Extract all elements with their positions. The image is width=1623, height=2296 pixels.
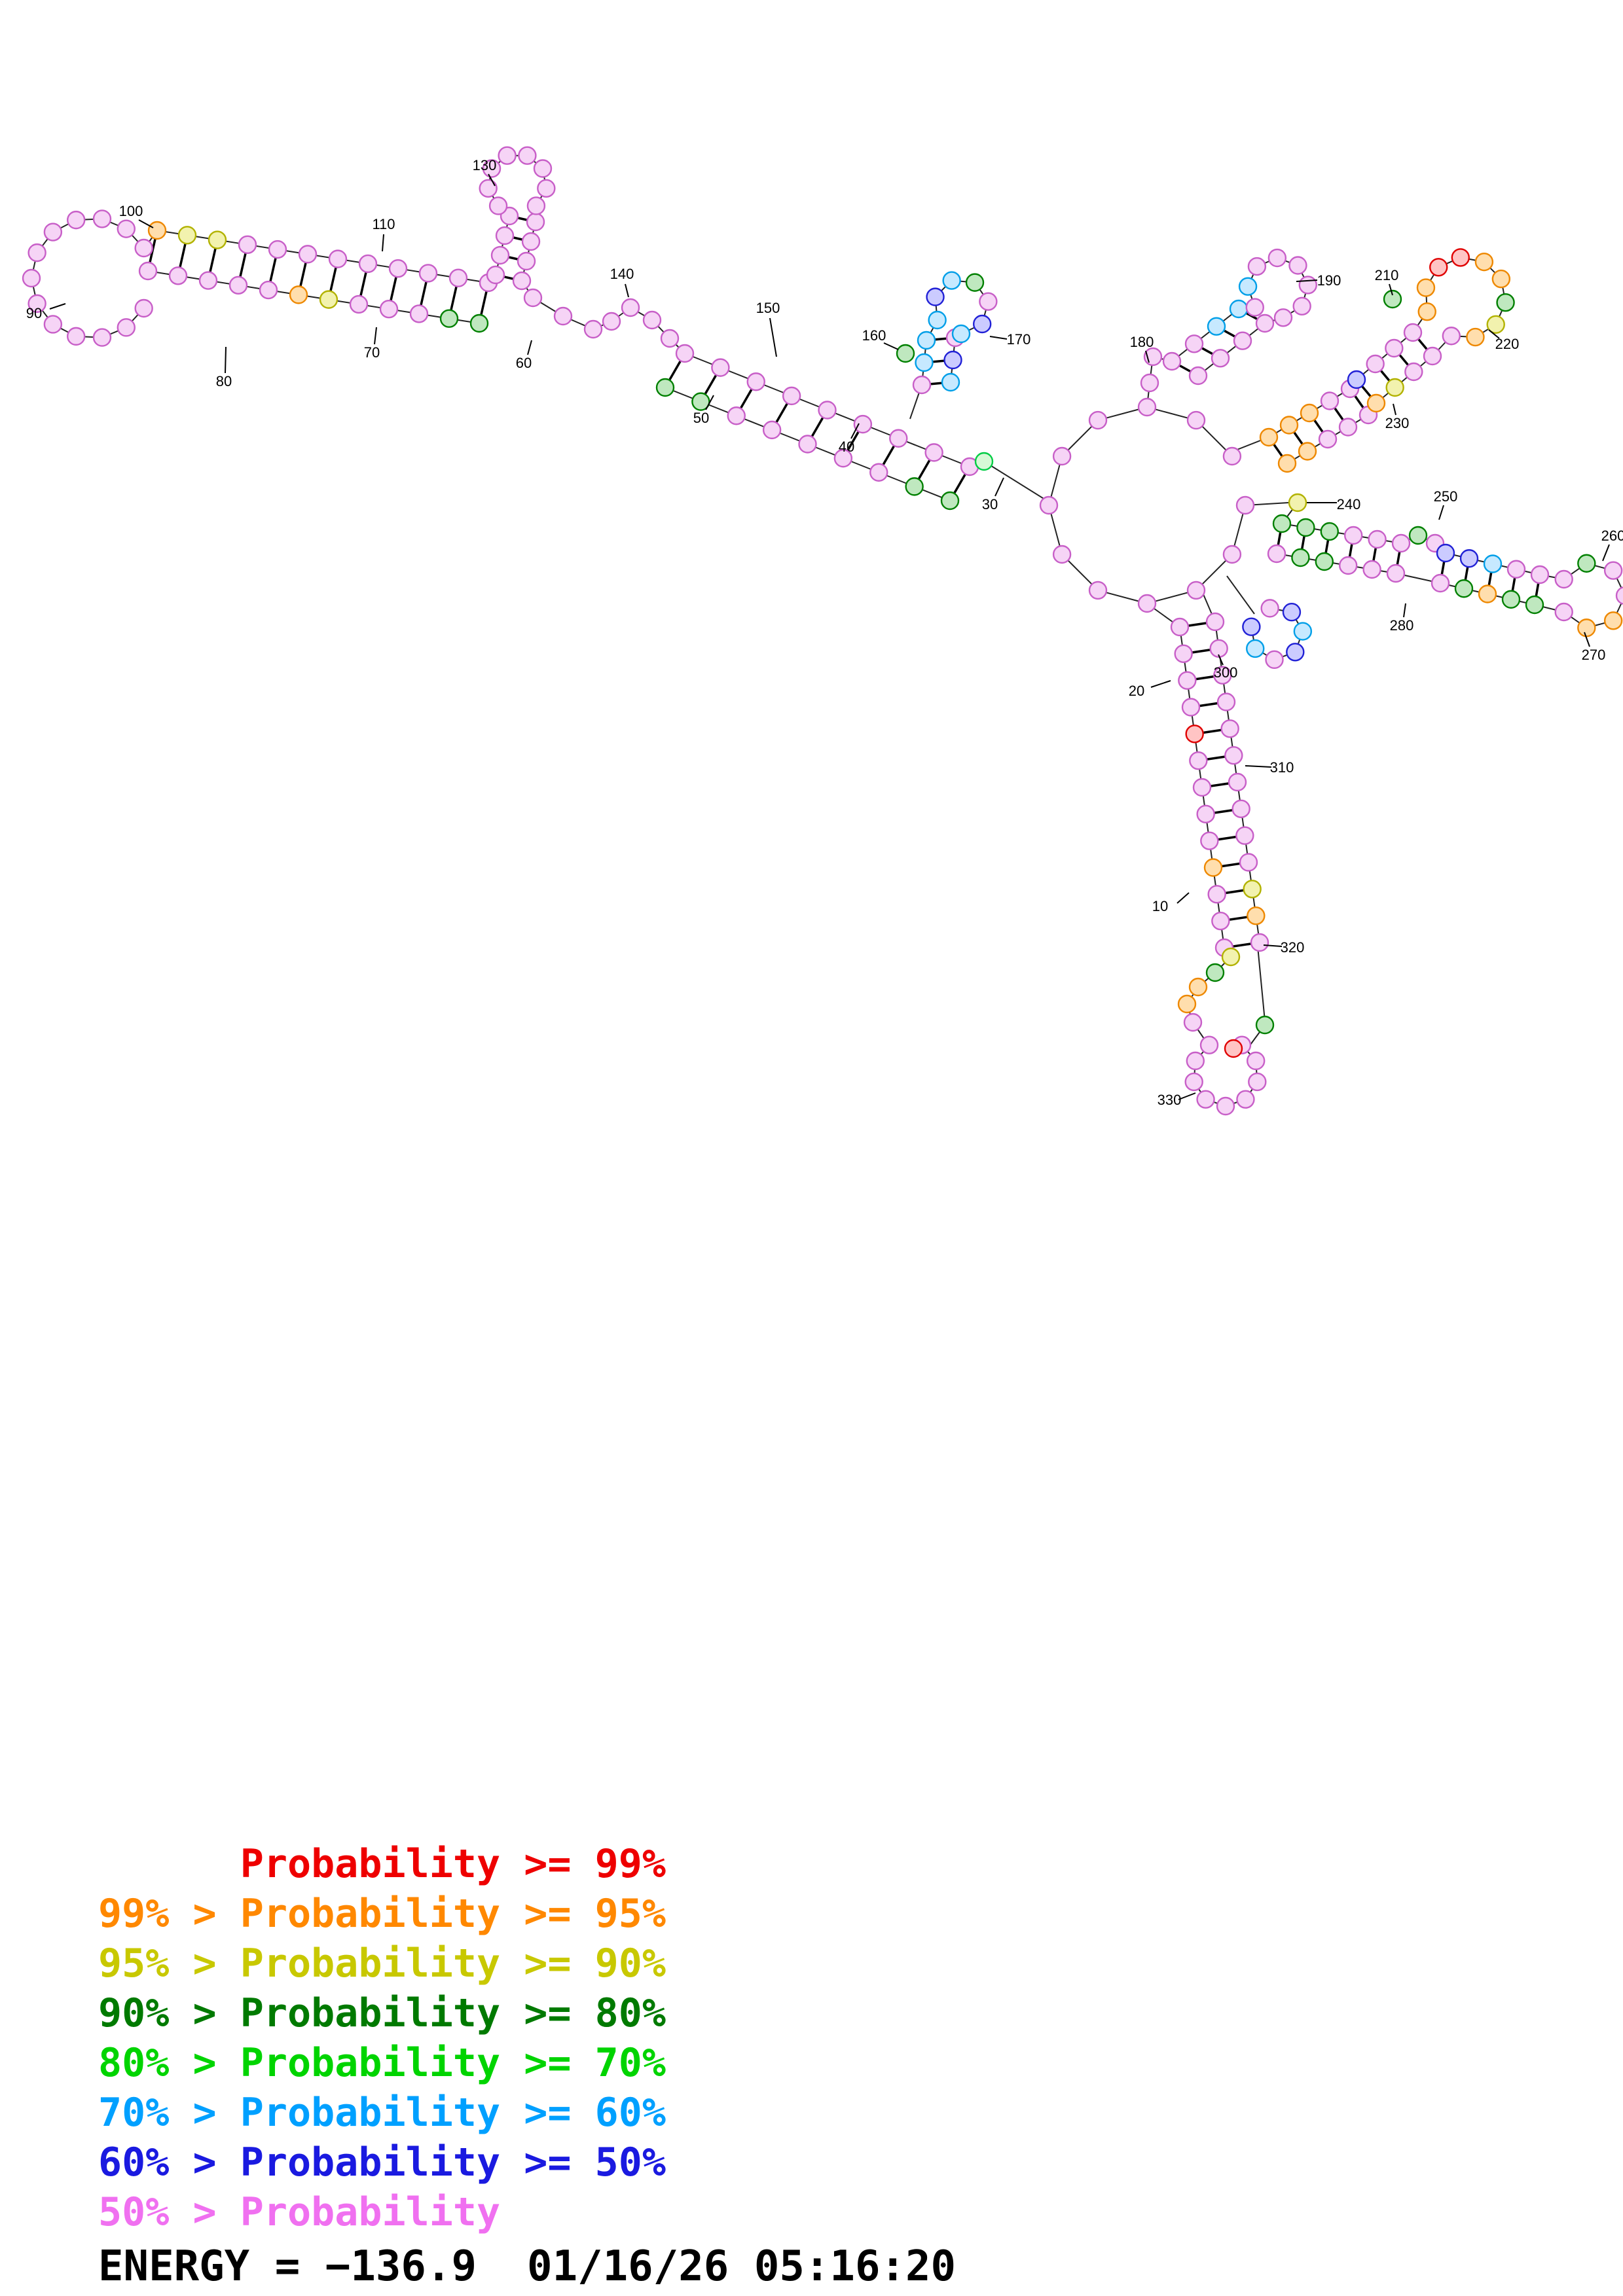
legend-entry: 95% > Probability >= 90%: [98, 1941, 666, 1986]
svg-text:50: 50: [693, 410, 709, 426]
svg-text:190: 190: [1317, 272, 1341, 289]
svg-text:40: 40: [839, 439, 854, 455]
svg-text:330: 330: [1158, 1092, 1182, 1108]
svg-text:230: 230: [1385, 415, 1410, 431]
svg-text:140: 140: [610, 266, 634, 282]
svg-text:220: 220: [1495, 336, 1520, 352]
svg-text:300: 300: [1214, 664, 1238, 681]
svg-text:10: 10: [1152, 898, 1168, 914]
svg-text:180: 180: [1130, 334, 1154, 350]
legend-entry: 70% > Probability >= 60%: [98, 2090, 666, 2136]
svg-text:100: 100: [119, 203, 143, 219]
legend-entry: 50% > Probability: [98, 2189, 501, 2235]
legend-entry: 80% > Probability >= 70%: [98, 2040, 666, 2086]
svg-text:270: 270: [1582, 647, 1606, 663]
legend-entry: 99% > Probability >= 95%: [98, 1891, 666, 1937]
legend-entry: 60% > Probability >= 50%: [98, 2140, 666, 2185]
svg-text:130: 130: [473, 157, 497, 173]
svg-text:80: 80: [216, 373, 232, 389]
svg-text:60: 60: [516, 355, 532, 371]
probability-color-legend: Probability >= 99% 99% > Probability >= …: [98, 1839, 666, 2237]
legend-entry: Probability >= 99%: [98, 1841, 666, 1887]
svg-text:150: 150: [756, 300, 780, 316]
svg-text:170: 170: [1007, 331, 1031, 348]
svg-text:30: 30: [982, 496, 998, 512]
svg-text:320: 320: [1281, 939, 1305, 956]
svg-text:250: 250: [1434, 488, 1458, 505]
svg-text:260: 260: [1601, 528, 1623, 544]
svg-text:210: 210: [1375, 267, 1399, 283]
svg-text:70: 70: [364, 344, 380, 361]
svg-text:20: 20: [1129, 683, 1144, 699]
svg-text:240: 240: [1337, 496, 1361, 512]
svg-text:310: 310: [1270, 759, 1294, 776]
rna-secondary-structure-diagram: 10 20 30 40 50 60 70 80 90 100 110 130 140 150 160 170 1…: [22, 146, 1623, 1116]
svg-text:160: 160: [862, 327, 886, 344]
svg-text:110: 110: [372, 216, 395, 232]
energy-annotation: ENERGY = −136.9 01/16/26 05:16:20: [98, 2242, 957, 2291]
legend-entry: 90% > Probability >= 80%: [98, 1990, 666, 2036]
svg-text:90: 90: [26, 305, 42, 321]
svg-text:280: 280: [1390, 617, 1414, 634]
